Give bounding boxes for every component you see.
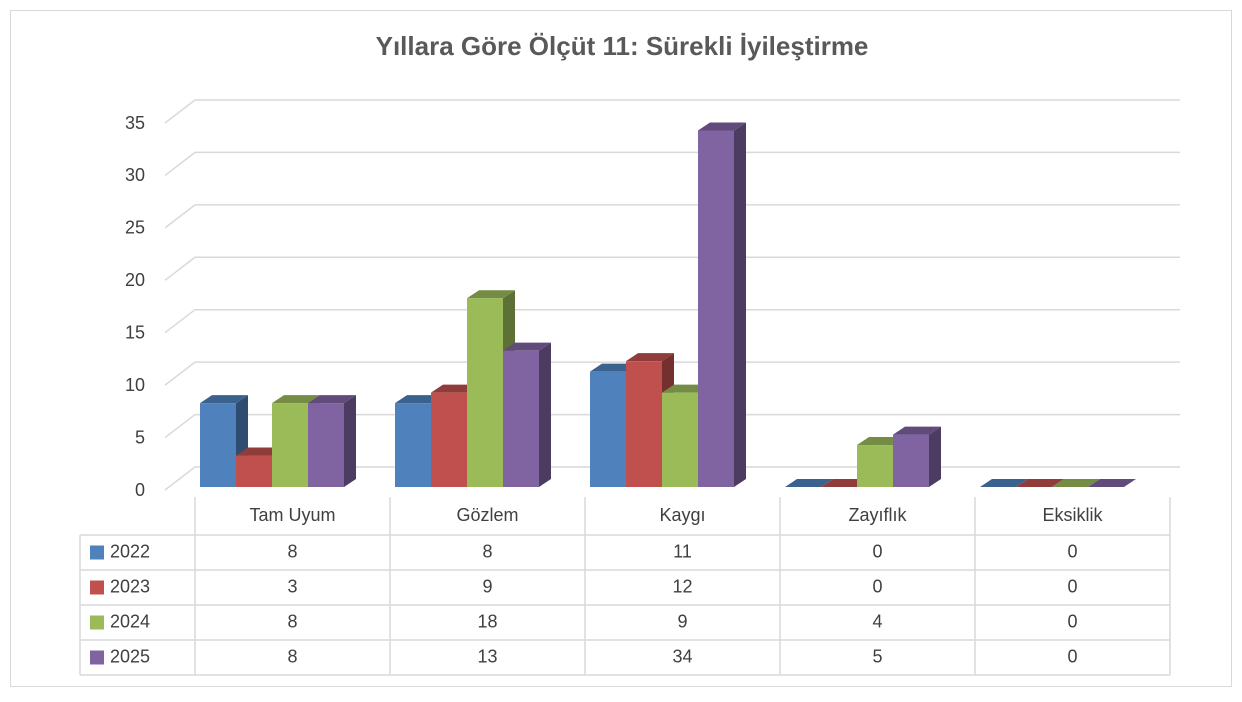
table-value: 4 — [872, 611, 882, 631]
bar-side — [539, 342, 551, 487]
grid-line — [164, 413, 1180, 439]
bar-top — [698, 122, 746, 131]
bar — [698, 130, 734, 487]
bar-top — [467, 290, 515, 299]
table-value: 0 — [872, 576, 882, 596]
bar-top — [200, 395, 248, 404]
bar-top — [626, 353, 674, 362]
grid-line — [164, 99, 1180, 124]
category-label: Tam Uyum — [249, 505, 335, 525]
grid-line — [164, 361, 1180, 386]
grid-line — [164, 204, 1180, 229]
grid-line — [164, 256, 1180, 281]
chart-border — [10, 10, 1232, 687]
bar — [467, 298, 503, 487]
table-value: 0 — [1067, 611, 1077, 631]
bar — [272, 403, 308, 487]
bar-top — [1088, 479, 1136, 487]
bar — [236, 455, 272, 487]
legend-label: 2022 — [110, 541, 150, 561]
y-tick-label: 30 — [125, 165, 145, 185]
bar-side — [929, 426, 941, 487]
bar-top — [308, 395, 356, 404]
legend-label: 2023 — [110, 576, 150, 596]
legend-label: 2024 — [110, 611, 150, 631]
table-value: 34 — [672, 646, 692, 666]
table-value: 3 — [287, 576, 297, 596]
bar-top — [1016, 479, 1064, 487]
bar-side — [344, 395, 356, 487]
table-value: 11 — [673, 541, 692, 561]
table-value: 12 — [672, 576, 692, 596]
bar-top — [272, 395, 320, 404]
bar-top — [503, 342, 551, 351]
table-value: 8 — [287, 646, 297, 666]
bar — [590, 371, 626, 487]
y-tick-label: 20 — [125, 270, 145, 290]
legend-swatch — [90, 580, 104, 595]
bar-top — [980, 479, 1028, 487]
category-label: Kaygı — [659, 505, 705, 525]
table-value: 18 — [477, 611, 497, 631]
category-label: Gözlem — [456, 505, 518, 525]
table-value: 0 — [1067, 646, 1077, 666]
bar — [626, 361, 662, 487]
bar-top — [1052, 479, 1100, 487]
bar — [662, 392, 698, 487]
legend-swatch — [90, 650, 104, 665]
bar — [893, 434, 929, 487]
table-value: 0 — [1067, 576, 1077, 596]
grid-line — [164, 466, 1180, 491]
bar-side — [734, 122, 746, 487]
grid-line — [164, 151, 1180, 177]
table-value: 5 — [872, 646, 882, 666]
grid-line — [164, 308, 1180, 334]
table-value: 9 — [482, 576, 492, 596]
table-value: 8 — [287, 611, 297, 631]
y-tick-label: 15 — [125, 322, 145, 342]
table-value: 9 — [677, 611, 687, 631]
y-tick-label: 5 — [135, 427, 145, 447]
y-tick-label: 35 — [125, 113, 145, 133]
bar — [857, 445, 893, 487]
bar-top — [785, 479, 833, 487]
category-label: Eksiklik — [1042, 505, 1103, 525]
table-value: 13 — [477, 646, 497, 666]
table-value: 8 — [287, 541, 297, 561]
bar — [308, 403, 344, 487]
legend-swatch — [90, 545, 104, 560]
bar — [431, 392, 467, 487]
bar-top — [893, 426, 941, 435]
legend-swatch — [90, 615, 104, 630]
bar — [503, 350, 539, 487]
table-value: 0 — [1067, 541, 1077, 561]
table-value: 8 — [482, 541, 492, 561]
y-tick-label: 25 — [125, 218, 145, 238]
bar — [395, 403, 431, 487]
y-tick-label: 10 — [125, 375, 145, 395]
legend-label: 2025 — [110, 646, 150, 666]
chart-title: Yıllara Göre Ölçüt 11: Sürekli İyileştir… — [376, 31, 869, 61]
bar — [200, 403, 236, 487]
table-value: 0 — [872, 541, 882, 561]
category-label: Zayıflık — [848, 505, 907, 525]
y-tick-label: 0 — [135, 480, 145, 500]
